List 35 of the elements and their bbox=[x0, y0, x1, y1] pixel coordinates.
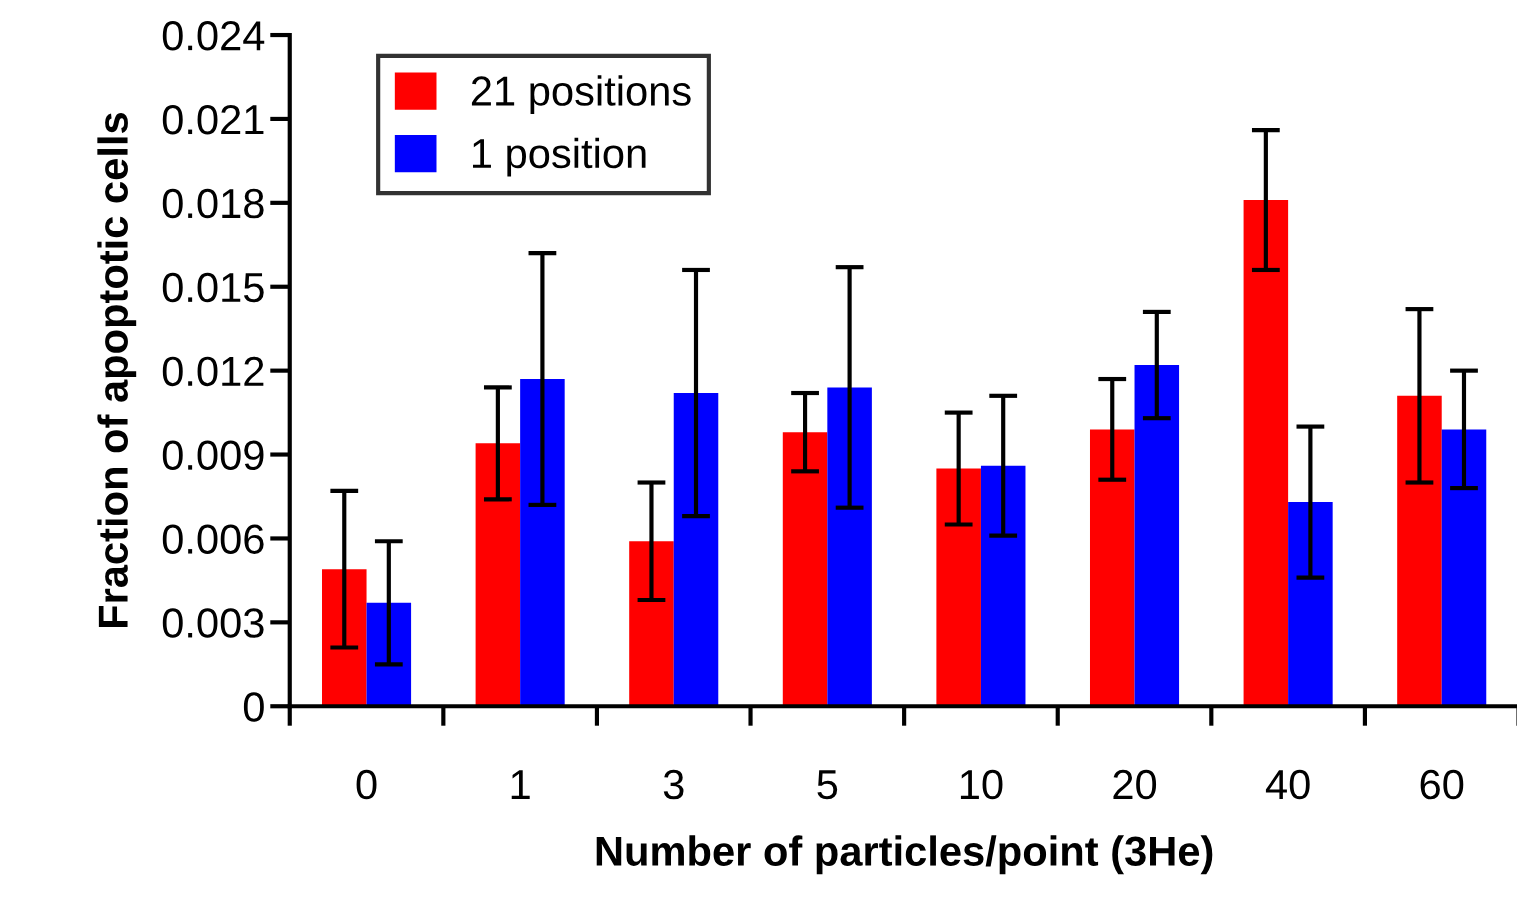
y-tick-label: 0.015 bbox=[162, 272, 264, 303]
x-tick-label: 0 bbox=[356, 769, 377, 800]
x-tick-label: 20 bbox=[1113, 769, 1157, 800]
x-tick-label: 60 bbox=[1420, 769, 1464, 800]
bar bbox=[673, 393, 719, 707]
bar bbox=[936, 468, 981, 707]
y-tick-label: 0.018 bbox=[162, 188, 264, 219]
bar bbox=[1243, 200, 1289, 707]
x-axis-title: Number of particles/point (3He) bbox=[596, 835, 1213, 875]
legend-label: 1 position bbox=[473, 137, 646, 177]
bar bbox=[1441, 429, 1487, 707]
bar bbox=[827, 387, 872, 707]
bar bbox=[1134, 365, 1180, 707]
legend-label: 21 positions bbox=[471, 75, 691, 115]
y-tick-label: 0.009 bbox=[162, 440, 264, 471]
x-tick-label: 1 bbox=[511, 770, 530, 799]
y-tick-label: 0 bbox=[243, 692, 264, 722]
bar bbox=[629, 541, 674, 707]
y-tick-label: 0.012 bbox=[162, 356, 264, 387]
x-tick-label: 10 bbox=[960, 769, 1003, 800]
y-tick-label: 0.003 bbox=[162, 608, 264, 638]
x-tick-label: 3 bbox=[663, 769, 684, 800]
y-tick-label: 0.024 bbox=[162, 21, 265, 51]
y-axis-title: Fraction of apoptotic cells bbox=[97, 113, 137, 628]
x-tick-label: 40 bbox=[1265, 769, 1310, 800]
y-tick-label: 0.021 bbox=[162, 104, 264, 135]
bar bbox=[1397, 395, 1442, 707]
bar bbox=[980, 465, 1026, 707]
x-tick-label: 5 bbox=[817, 770, 838, 800]
bar bbox=[1288, 502, 1333, 707]
bar bbox=[475, 443, 521, 707]
y-tick-label: 0.006 bbox=[162, 524, 264, 554]
bar bbox=[1089, 429, 1135, 707]
bar bbox=[782, 432, 828, 707]
bar bbox=[520, 379, 565, 707]
